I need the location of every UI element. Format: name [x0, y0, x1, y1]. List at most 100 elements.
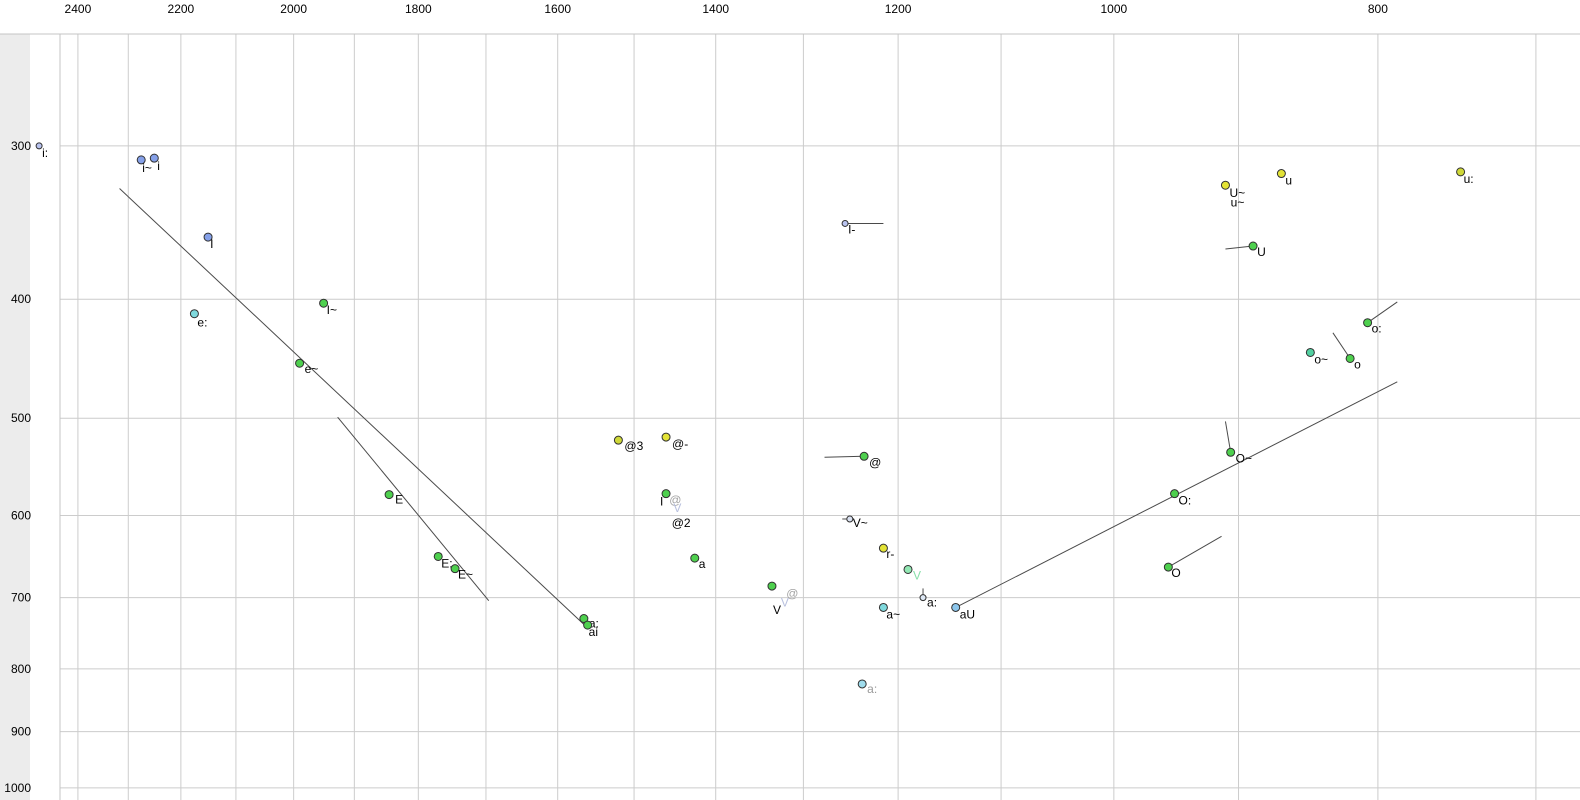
annotation-text: @	[669, 493, 681, 507]
trajectory-line	[337, 416, 490, 601]
annotation-text: V	[781, 596, 789, 610]
vowel-label: I~	[327, 303, 337, 317]
vowel-point-aU	[951, 602, 961, 612]
x-tick-label: 2200	[168, 2, 195, 16]
trajectory-line	[1367, 301, 1398, 324]
y-tick-label: 300	[11, 139, 31, 153]
vowel-point-u	[1276, 169, 1286, 179]
x-tick-label: 2400	[65, 2, 92, 16]
vowel-label: @	[869, 455, 881, 469]
vowel-label: u	[1285, 174, 1292, 188]
vowel-label: E~	[458, 568, 473, 582]
vowel-point-O~	[1226, 447, 1236, 457]
vowel-label: ai	[589, 625, 598, 639]
vowel-label: E	[395, 493, 403, 507]
vowel-point-U~	[1220, 180, 1230, 190]
y-tick-label: 400	[11, 292, 31, 306]
vowel-point-V	[767, 581, 777, 591]
vowel-point-E	[384, 490, 394, 500]
vowel-label: V	[773, 603, 781, 617]
vowel-label: a:	[927, 596, 937, 610]
x-tick-label: 1400	[702, 2, 729, 16]
y-tick-label: 900	[11, 725, 31, 739]
x-tick-label: 2000	[280, 2, 307, 16]
vowel-point-i	[149, 153, 159, 163]
trajectory-line	[1332, 332, 1351, 359]
vowel-label: U	[1257, 245, 1266, 259]
vowel-label: @-	[672, 437, 688, 451]
y-tick-label: 1000	[4, 781, 31, 795]
vowel-label: a	[699, 557, 706, 571]
x-tick-label: 1800	[405, 2, 432, 16]
vowel-label: u:	[1464, 172, 1474, 186]
vowel-label: O~	[1236, 451, 1252, 465]
vowel-label: I	[660, 495, 663, 509]
vowel-label: o	[1354, 357, 1361, 371]
annotation-text: @	[786, 587, 798, 601]
vowel-label: a:	[867, 682, 877, 696]
trajectory-line	[824, 455, 864, 458]
vowel-label: e:	[197, 316, 207, 330]
vowel-label: I	[210, 237, 213, 251]
vowel-point-a:	[919, 594, 927, 602]
vowel-label: o:	[1372, 322, 1382, 336]
vowel-label: V~	[853, 516, 868, 530]
vowel-point-u:	[1456, 167, 1466, 177]
vowel-point-I	[661, 489, 671, 499]
vowel-label: I-	[848, 222, 855, 236]
vowel-point-I-	[841, 219, 849, 227]
vowel-label: O	[1171, 566, 1180, 580]
trajectory-line	[119, 188, 588, 628]
vowel-point-ai	[583, 620, 593, 630]
y-tick-label: 600	[11, 508, 31, 522]
vowel-point-r-	[878, 543, 888, 553]
vowel-point-E:	[433, 551, 443, 561]
y-tick-label: 700	[11, 591, 31, 605]
vowel-point-e:	[189, 309, 199, 319]
vowel-point-o~	[1305, 347, 1315, 357]
trajectory-line	[1168, 535, 1222, 568]
vowel-label: e~	[305, 362, 319, 376]
annotation-text: V	[673, 501, 681, 515]
vowel-point-a:	[857, 679, 867, 689]
x-tick-label: 1200	[885, 2, 912, 16]
vowel-point-@	[859, 451, 869, 461]
y-tick-label: 800	[11, 662, 31, 676]
vowel-point-I~	[319, 298, 329, 308]
vowel-point-i:	[35, 142, 43, 150]
vowel-label: i	[157, 159, 160, 173]
vowel-label: E:	[441, 556, 452, 570]
vowel-label: i~	[142, 161, 152, 175]
left-margin-strip	[0, 34, 30, 800]
vowel-point-@-	[661, 432, 671, 442]
x-tick-label: 800	[1368, 2, 1388, 16]
vowel-point-@3	[613, 435, 623, 445]
vowel-point-O:	[1170, 489, 1180, 499]
x-tick-label: 1000	[1101, 2, 1128, 16]
vowel-label: aU	[960, 607, 975, 621]
vowel-point-V	[903, 564, 913, 574]
vowel-label: r-	[886, 547, 894, 561]
vowel-label: V	[913, 568, 921, 582]
vowel-point-o:	[1363, 318, 1373, 328]
y-tick-label: 500	[11, 411, 31, 425]
vowel-point-a:	[579, 614, 589, 624]
vowel-label: a~	[886, 607, 900, 621]
vowel-point-I	[203, 232, 213, 242]
vowel-point-U	[1248, 241, 1258, 251]
x-tick-label: 1600	[544, 2, 571, 16]
annotation-text: u~	[1231, 195, 1245, 209]
annotation-text: @2	[672, 516, 691, 530]
trajectory-line	[1224, 421, 1232, 453]
vowel-label: o~	[1314, 352, 1328, 366]
vowel-label: i:	[42, 146, 48, 160]
vowel-label: a:	[589, 617, 599, 631]
vowel-point-i~	[136, 155, 146, 165]
trajectory-line	[1225, 245, 1254, 250]
vowel-label: U~	[1229, 186, 1245, 200]
vowel-point-a	[690, 553, 700, 563]
vowel-point-O	[1163, 562, 1173, 572]
vowel-point-o	[1345, 353, 1355, 363]
